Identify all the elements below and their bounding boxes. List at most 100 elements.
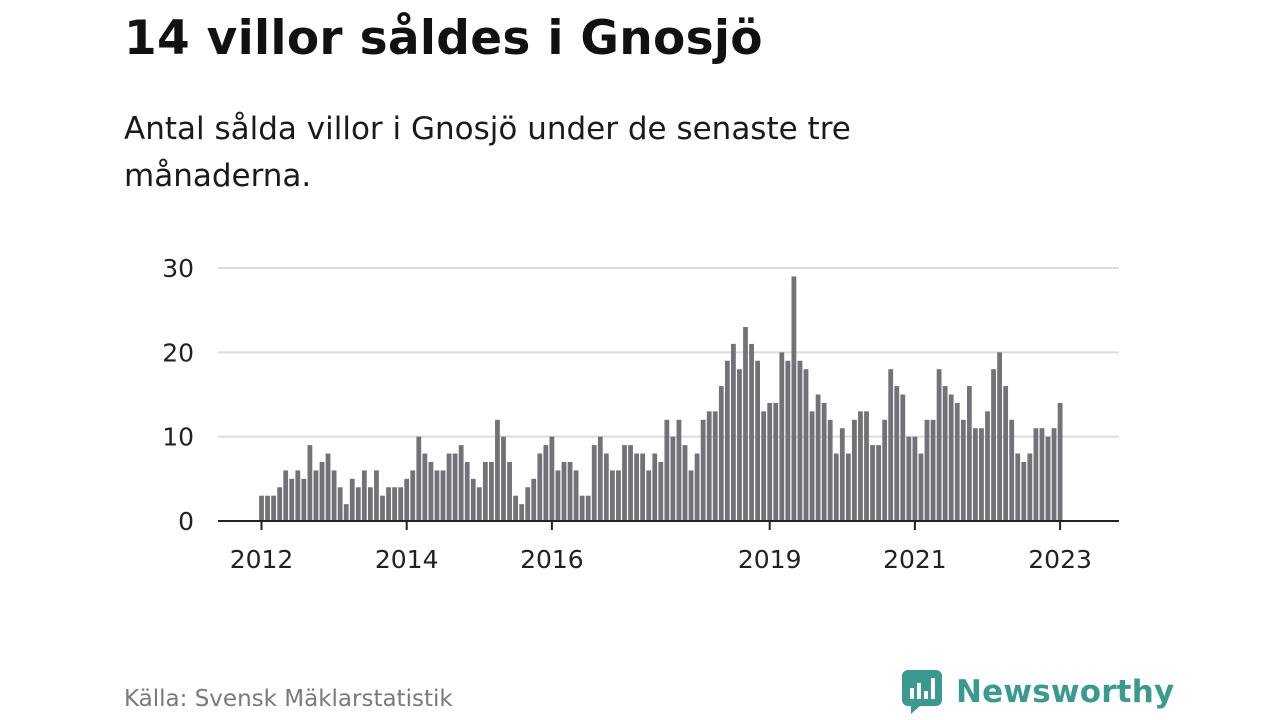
- bar: [549, 436, 555, 521]
- bar: [476, 487, 482, 521]
- bar: [821, 402, 827, 521]
- bar-chart: 0 10 20 30 2012 2014 2016 2019 2021 2023: [162, 254, 1119, 574]
- bar: [924, 419, 930, 521]
- bar: [845, 453, 851, 521]
- bar: [283, 470, 289, 521]
- bar: [737, 369, 742, 521]
- bar: [1009, 419, 1015, 521]
- bar: [676, 419, 682, 521]
- bar: [960, 419, 966, 521]
- bar: [876, 445, 881, 521]
- bar: [973, 428, 978, 521]
- bar: [694, 453, 700, 521]
- bar: [561, 461, 567, 521]
- bar: [380, 495, 385, 521]
- bar: [712, 411, 718, 521]
- bar: [458, 445, 464, 521]
- bar: [616, 470, 621, 521]
- bar: [888, 369, 894, 521]
- bar: [870, 445, 875, 521]
- bar: [537, 453, 543, 521]
- bar: [410, 470, 416, 521]
- bar: [906, 436, 912, 521]
- bar: [900, 394, 906, 521]
- bar: [622, 445, 627, 521]
- x-tick-label: 2016: [520, 545, 584, 574]
- bar: [942, 386, 948, 521]
- bar: [374, 470, 379, 521]
- bar: [277, 487, 283, 521]
- bar: [434, 470, 440, 521]
- bar: [936, 369, 942, 521]
- x-tick-label: 2012: [230, 545, 294, 574]
- bar: [597, 436, 603, 521]
- x-tick-label: 2021: [883, 545, 947, 574]
- x-tick-label: 2014: [375, 545, 439, 574]
- bar: [555, 470, 561, 521]
- bar: [331, 470, 337, 521]
- source-note: Källa: Svensk Mäklarstatistik: [124, 686, 453, 712]
- bar: [603, 453, 609, 521]
- bar: [422, 453, 428, 521]
- bar: [301, 478, 307, 521]
- bar: [718, 386, 724, 521]
- bar: [1045, 436, 1051, 521]
- bar: [749, 343, 754, 521]
- bar: [1051, 428, 1057, 521]
- bar: [664, 419, 670, 521]
- bar: [809, 411, 815, 521]
- y-tick-label: 30: [162, 254, 194, 283]
- bar: [767, 402, 773, 521]
- bar: [404, 478, 410, 521]
- bar: [513, 495, 518, 521]
- y-tick-label: 10: [162, 423, 194, 452]
- bar: [755, 360, 760, 521]
- bar: [761, 411, 767, 521]
- bar: [779, 352, 785, 521]
- bar: [531, 478, 537, 521]
- bar: [966, 386, 972, 521]
- bar: [416, 436, 422, 521]
- bar: [646, 470, 652, 521]
- y-tick-label: 20: [162, 338, 194, 367]
- bar: [979, 428, 984, 521]
- bar: [785, 360, 791, 521]
- bar: [658, 461, 664, 521]
- bar: [773, 402, 779, 521]
- bar: [271, 495, 276, 521]
- bar: [259, 495, 264, 521]
- bar: [954, 402, 960, 521]
- bar: [670, 436, 676, 521]
- bar: [1003, 386, 1009, 521]
- bar: [591, 445, 597, 521]
- bar: [313, 470, 319, 521]
- bar: [882, 419, 888, 521]
- bar: [507, 461, 512, 521]
- bar: [839, 428, 845, 521]
- bar: [803, 369, 809, 521]
- bar: [355, 487, 361, 521]
- bar: [386, 487, 391, 521]
- bar: [688, 470, 694, 521]
- bar: [731, 343, 736, 521]
- bar: [894, 386, 900, 521]
- bar: [682, 445, 688, 521]
- bar: [525, 487, 531, 521]
- chart-title: 14 villor såldes i Gnosjö: [124, 11, 763, 66]
- x-tick-label: 2023: [1028, 545, 1092, 574]
- bar: [495, 419, 500, 521]
- bar: [543, 445, 549, 521]
- bar: [1015, 453, 1021, 521]
- bar: [452, 453, 458, 521]
- bar: [440, 470, 446, 521]
- bar: [361, 470, 367, 521]
- bar: [1039, 428, 1045, 521]
- bar: [501, 436, 506, 521]
- bar: [930, 419, 936, 521]
- bar: [706, 411, 712, 521]
- bar: [610, 470, 615, 521]
- bar: [337, 487, 343, 521]
- bar: [858, 411, 863, 521]
- bar: [289, 478, 295, 521]
- bar: [428, 461, 434, 521]
